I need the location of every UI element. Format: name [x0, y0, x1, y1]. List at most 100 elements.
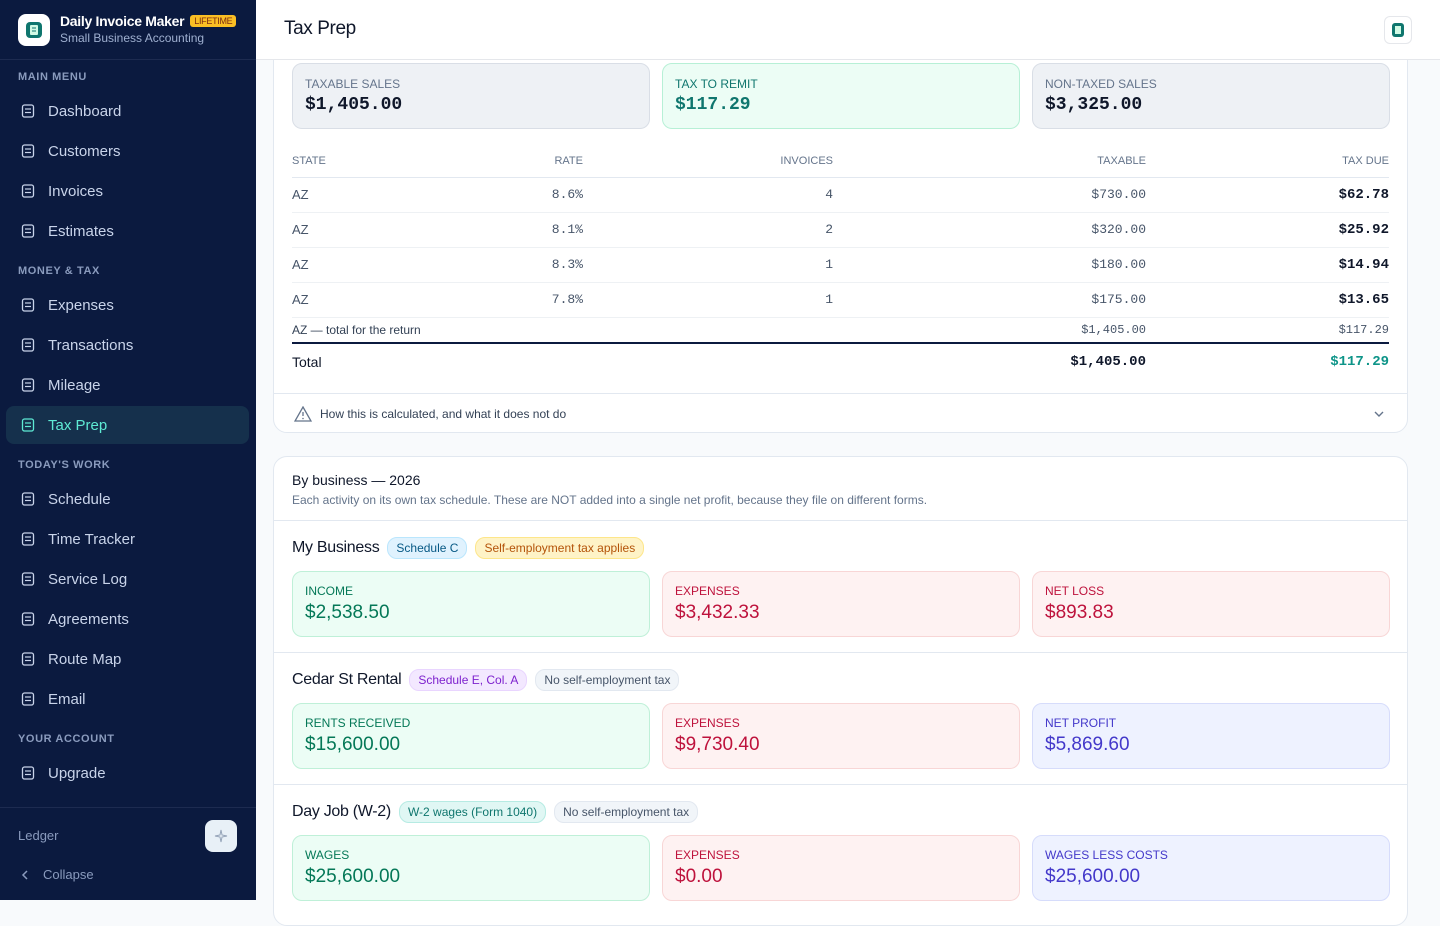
nav-icon [21, 532, 35, 546]
metric-value: $0.00 [675, 866, 723, 887]
metric-label: WAGES LESS COSTS [1045, 848, 1168, 862]
sales-tax-card: TAXABLE SALES $1,405.00 TAX TO REMIT $117.2… [273, 40, 1408, 433]
disclosure[interactable]: How this is calculated, and what it does… [274, 393, 1407, 433]
collapse-button[interactable]: Collapse [18, 867, 94, 882]
nav-item[interactable]: Service Log [6, 560, 249, 598]
schedule-tag: Schedule E, Col. A [409, 669, 528, 691]
metric-value: $15,600.00 [305, 734, 401, 755]
footer-label: Ledger [18, 828, 59, 843]
metric-card: NET LOSS $893.83 [1032, 571, 1390, 637]
nav-label[interactable]: Dashboard [48, 102, 122, 120]
app-logo [18, 14, 50, 46]
total-row: Total $1,405.00 $117.29 [292, 343, 1389, 379]
nav-label[interactable]: Transactions [48, 336, 134, 354]
divider [0, 59, 256, 60]
table-cell: $13.65 [1146, 282, 1389, 318]
nav-label[interactable]: Tax Prep [48, 416, 108, 434]
nav-item[interactable]: Invoices [6, 172, 249, 210]
nav-item[interactable]: Mileage [6, 366, 249, 404]
nav-label[interactable]: Upgrade [48, 764, 106, 782]
metric-card: EXPENSES $0.00 [662, 835, 1020, 901]
nav-label[interactable]: Email [48, 690, 86, 708]
nav-label[interactable]: Estimates [48, 222, 114, 240]
metric-value: $3,432.33 [675, 602, 760, 623]
metric-card: RENTS RECEIVED $15,600.00 [292, 703, 650, 769]
assistant-button[interactable] [205, 820, 237, 852]
table-cell: 8.3% [492, 247, 583, 283]
nav-icon [21, 144, 35, 158]
business-card: By business — 2026 Each activity on its o… [273, 456, 1408, 926]
nav-item[interactable]: Expenses [6, 286, 249, 324]
nav-label[interactable]: Invoices [48, 182, 104, 200]
nav-label[interactable]: Route Map [48, 650, 122, 668]
table-cell: $730.00 [833, 177, 1146, 213]
nav-item[interactable]: Transactions [6, 326, 249, 364]
group-header: Day Job (W-2) W-2 wages (Form 1040) No sel… [292, 800, 706, 824]
total-tax-due: $117.29 [1330, 353, 1389, 370]
app-subtitle: Small Business Accounting [60, 31, 205, 45]
nav-item[interactable]: Route Map [6, 640, 249, 678]
nav-label[interactable]: Expenses [48, 296, 114, 314]
section-note: Each activity on its own tax schedule. T… [292, 493, 928, 507]
nav-icon [21, 104, 35, 118]
table-cell: $320.00 [833, 212, 1146, 248]
subtotal-row: AZ — total for the return $1,405.00 $117.2… [292, 317, 1389, 344]
subtotal-tax-due: $117.29 [1146, 317, 1389, 344]
metric-value: $9,730.40 [675, 734, 760, 755]
account-avatar[interactable] [1384, 16, 1412, 44]
metric-label: NET LOSS [1045, 584, 1105, 598]
nav-item[interactable]: Schedule [6, 480, 249, 518]
nav-item[interactable]: Tax Prep [6, 406, 249, 444]
nav-item[interactable]: Time Tracker [6, 520, 249, 558]
nav-label[interactable]: Customers [48, 142, 121, 160]
nav-icon [21, 652, 35, 666]
summary-card: NON-TAXED SALES $3,325.00 [1032, 63, 1390, 129]
table-cell: 2 [583, 212, 833, 248]
nav-icon [21, 298, 35, 312]
metric-label: EXPENSES [675, 584, 740, 598]
nav-item[interactable]: Email [6, 680, 249, 718]
disclosure-label[interactable]: How this is calculated, and what it does… [320, 406, 567, 421]
plan-badge: LIFETIME [190, 15, 237, 27]
top-bar: Tax Prep [256, 0, 1440, 60]
table-row: AZ 8.1% 2 $320.00 $25.92 [292, 212, 1389, 248]
schedule-tag: Self-employment tax applies [475, 537, 645, 559]
nav-icon [21, 766, 35, 780]
nav-item[interactable]: Customers [6, 132, 249, 170]
business-group: Cedar St Rental Schedule E, Col. A No self… [274, 652, 1407, 784]
total-label: Total [292, 353, 322, 370]
table-cell: $25.92 [1146, 212, 1389, 248]
nav-label[interactable]: Time Tracker [48, 530, 135, 548]
subtotal-taxable: $1,405.00 [833, 317, 1146, 344]
collapse-label[interactable]: Collapse [43, 867, 94, 882]
nav-section-title: MONEY & TAX [18, 265, 100, 277]
table-cell: 8.6% [492, 177, 583, 213]
nav-item[interactable]: Upgrade [6, 754, 249, 792]
nav-icon [21, 184, 35, 198]
summary-card: TAXABLE SALES $1,405.00 [292, 63, 650, 129]
table-cell: 7.8% [492, 282, 583, 318]
nav-label[interactable]: Mileage [48, 376, 101, 394]
group-name: My Business [292, 539, 380, 556]
table-row: AZ 8.3% 1 $180.00 $14.94 [292, 247, 1389, 283]
table-cell: 1 [583, 282, 833, 318]
metric-card: WAGES LESS COSTS $25,600.00 [1032, 835, 1390, 901]
nav-item[interactable]: Estimates [6, 212, 249, 250]
table-cell: AZ [292, 282, 492, 318]
app-name: Daily Invoice Maker LIFETIME [60, 13, 237, 29]
nav-item[interactable]: Dashboard [6, 92, 249, 130]
table-cell: 1 [583, 247, 833, 283]
table-row: AZ 8.6% 4 $730.00 $62.78 [292, 177, 1389, 213]
table-cell: $62.78 [1146, 177, 1389, 213]
tax-table: STATE RATE INVOICES TAXABLE TAX DUE AZ 8.6% 4 $7… [292, 146, 1389, 379]
schedule-tag: Schedule C [387, 537, 468, 559]
nav-label[interactable]: Schedule [48, 490, 111, 508]
nav-label[interactable]: Service Log [48, 570, 128, 588]
metric-card: EXPENSES $9,730.40 [662, 703, 1020, 769]
nav-item[interactable]: Agreements [6, 600, 249, 638]
nav-label[interactable]: Agreements [48, 610, 129, 628]
total-taxable: $1,405.00 [1070, 353, 1146, 370]
divider [0, 807, 256, 808]
section-title: By business — 2026 [292, 472, 421, 488]
